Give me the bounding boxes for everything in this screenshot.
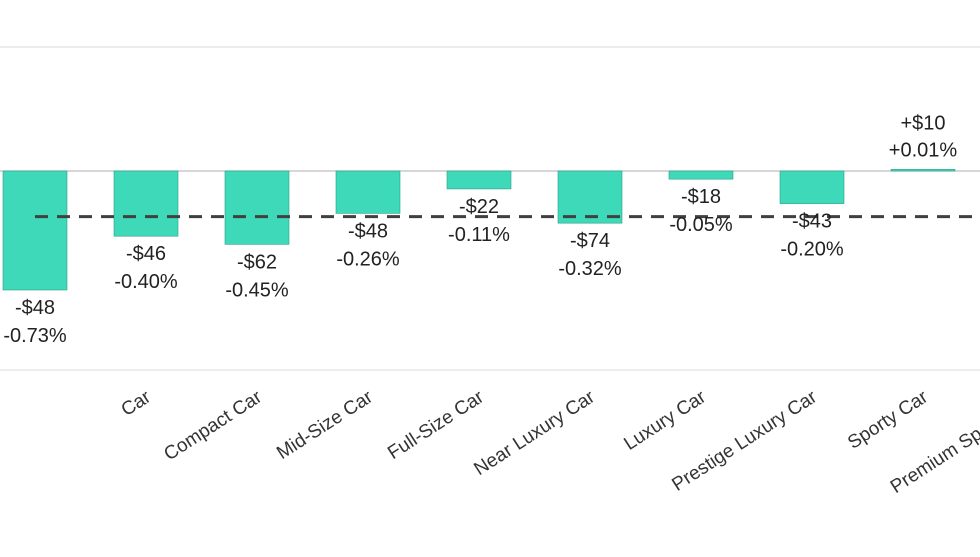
data-label-value: -$43 [792, 211, 832, 233]
data-label-percent: -0.73% [3, 325, 67, 347]
bar [557, 170, 623, 224]
data-label-value: -$48 [15, 297, 55, 319]
data-label-value: -$48 [348, 220, 388, 242]
data-label-percent: -0.40% [114, 271, 178, 293]
data-label-percent: -0.20% [780, 239, 844, 261]
bar [113, 170, 179, 237]
category-label: Compact Car [160, 386, 266, 465]
data-label-value: -$22 [459, 196, 499, 218]
data-label-value: -$18 [681, 186, 721, 208]
data-label-value: -$74 [570, 230, 610, 252]
data-label-percent: -0.45% [225, 279, 289, 301]
category-label: Mid-Size Car [273, 386, 377, 464]
bar [224, 170, 290, 245]
data-label-percent: +0.01% [889, 139, 958, 161]
bar [890, 169, 956, 172]
bar [446, 170, 512, 190]
data-label-value: -$46 [126, 243, 166, 265]
bar [779, 170, 845, 204]
bar [335, 170, 401, 214]
category-label: Full-Size Car [384, 386, 488, 464]
category-label: Sporty Car [844, 386, 932, 453]
data-label-value: +$10 [900, 112, 945, 134]
data-label-value: -$62 [237, 251, 277, 273]
data-label-percent: -0.32% [558, 258, 622, 280]
category-label: Car [118, 386, 156, 421]
bar [2, 170, 68, 291]
bar [668, 170, 734, 180]
data-label-percent: -0.11% [448, 224, 510, 246]
data-label-percent: -0.05% [669, 214, 733, 236]
category-label: Luxury Car [620, 386, 710, 455]
data-label-percent: -0.26% [336, 248, 400, 270]
category-label: Near Luxury Car [470, 386, 599, 480]
